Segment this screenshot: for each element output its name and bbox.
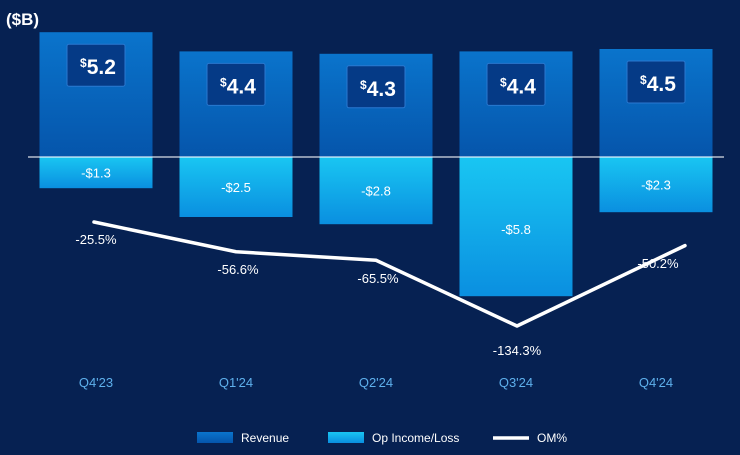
opincome-value-label: -$2.3 <box>641 178 671 193</box>
category-tick-label: Q4'23 <box>79 375 113 390</box>
om-line-path <box>92 220 687 328</box>
revenue-value: 5.2 <box>87 56 116 79</box>
category-tick-label: Q4'24 <box>639 375 673 390</box>
opincome-bar <box>459 157 573 297</box>
revenue-value-label: $4.3 <box>360 78 396 101</box>
revenue-value-label: $4.4 <box>500 75 536 98</box>
currency-symbol: $ <box>640 73 647 87</box>
legend-label-revenue: Revenue <box>241 431 289 445</box>
category-tick-label: Q2'24 <box>359 375 393 390</box>
revenue-value-label: $4.4 <box>220 75 256 98</box>
revenue-value: 4.4 <box>507 75 537 98</box>
om-line: -25.5% -56.6% -65.5% -134.3% -50.2% <box>75 220 687 358</box>
revenue-value-badge <box>346 65 406 109</box>
revenue-value-badge <box>206 62 266 106</box>
om-value-label: -25.5% <box>75 232 117 247</box>
revenue-value-badge <box>626 60 686 104</box>
legend-label-opincome: Op Income/Loss <box>372 431 459 445</box>
category-tick-label: Q1'24 <box>219 375 253 390</box>
om-value-label: -65.5% <box>357 271 399 286</box>
revenue-value: 4.5 <box>647 73 677 96</box>
category-axis: Q4'23 Q1'24 Q2'24 Q3'24 Q4'24 <box>79 375 673 390</box>
opincome-value-label: -$5.8 <box>501 222 531 237</box>
legend-swatch-opincome <box>328 432 364 443</box>
revenue-badges: $5.2$4.4 $4.3 $4.4 $4.5 <box>66 43 686 109</box>
opincome-labels: -$1.3 -$2.5 -$2.8 -$5.8 -$2.3 <box>81 166 671 237</box>
currency-symbol: $ <box>500 75 507 89</box>
opincome-bar <box>599 157 713 213</box>
revenue-value-label: $4.5 <box>640 73 676 96</box>
opincome-value-label: -$2.5 <box>221 180 251 195</box>
legend: Revenue Op Income/Loss OM% <box>197 431 567 445</box>
currency-symbol: $ <box>220 75 227 89</box>
legend-label-om: OM% <box>537 431 567 445</box>
opincome-bar <box>179 157 293 217</box>
revenue-value-badge <box>66 43 126 87</box>
revenue-value: 4.4 <box>227 75 257 98</box>
revenue-value-label: $5.2 <box>80 56 116 79</box>
currency-symbol: $ <box>360 78 367 92</box>
opincome-bars <box>39 157 713 297</box>
legend-swatch-revenue <box>197 432 233 443</box>
unit-label: ($B) <box>6 10 39 29</box>
currency-symbol: $ <box>80 56 87 70</box>
category-tick-label: Q3'24 <box>499 375 533 390</box>
opincome-bar <box>39 157 153 189</box>
om-value-label: -56.6% <box>217 262 259 277</box>
revenue-value: 4.3 <box>367 78 396 101</box>
om-value-label: -50.2% <box>637 256 679 271</box>
revenue-value-badge <box>486 62 546 106</box>
om-value-label: -134.3% <box>493 343 542 358</box>
opincome-value-label: -$2.8 <box>361 184 391 199</box>
opincome-bar <box>319 157 433 225</box>
opincome-value-label: -$1.3 <box>81 166 111 181</box>
